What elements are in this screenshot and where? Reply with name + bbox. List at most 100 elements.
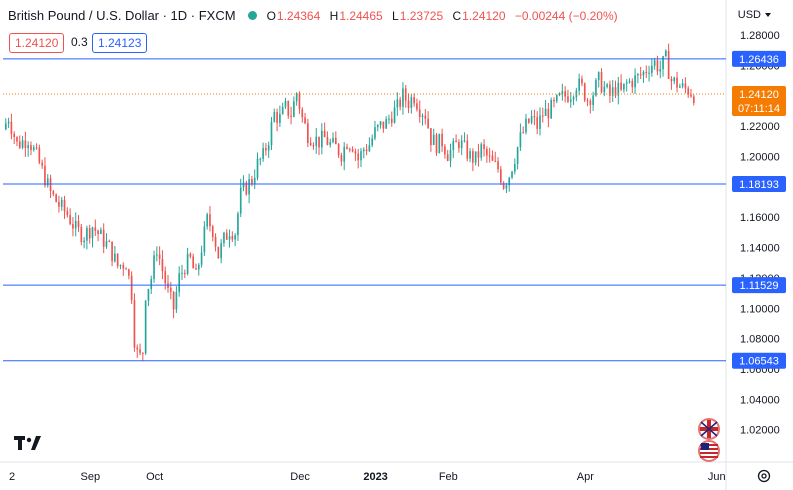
candle-body	[611, 87, 614, 96]
candle-body	[376, 125, 379, 128]
candle-body	[46, 178, 49, 186]
candle-body	[390, 118, 393, 123]
buy-button[interactable]: 1.24123	[92, 33, 148, 53]
candle-body	[273, 112, 276, 122]
candle-body	[637, 74, 639, 76]
candle-body	[256, 158, 259, 178]
candle-body	[539, 115, 541, 129]
candle-body	[513, 163, 516, 172]
candle-body	[206, 214, 209, 227]
x-tick-label: Feb	[439, 471, 458, 483]
candle-body	[581, 78, 583, 84]
currency-dropdown[interactable]: USD	[738, 9, 771, 21]
candle-body	[346, 146, 348, 149]
candle-body	[30, 145, 32, 151]
candle-body	[172, 291, 175, 310]
candle-body	[315, 136, 318, 146]
candle-body	[94, 227, 97, 231]
candle-body	[572, 97, 575, 100]
candle-body	[684, 83, 687, 89]
candle-body	[4, 123, 7, 130]
y-tick-label: 1.14000	[740, 243, 780, 255]
candle-body	[544, 108, 547, 116]
candle-body	[438, 133, 441, 154]
candle-body	[555, 95, 558, 102]
candle-body	[586, 100, 589, 102]
candle-body	[192, 256, 195, 269]
candle-body	[502, 182, 505, 189]
candle-body	[455, 140, 457, 143]
candle-body	[494, 160, 497, 162]
x-tick-label: 2	[9, 471, 15, 483]
x-tick-label: Jun	[708, 471, 726, 483]
candle-body	[452, 140, 455, 151]
candle-body	[673, 77, 676, 82]
candle-body	[267, 145, 270, 151]
open-value: 1.24364	[276, 8, 321, 23]
candle-body	[402, 88, 404, 107]
candle-body	[488, 155, 491, 157]
level-price-label: 1.26436	[739, 54, 779, 66]
level-price-tag	[732, 352, 786, 369]
candle-body	[287, 100, 290, 116]
candle-body	[27, 145, 30, 149]
candle-body	[676, 77, 678, 88]
candle-body	[472, 151, 474, 163]
settings-gear-icon[interactable]	[756, 468, 772, 489]
candle-body	[533, 116, 536, 118]
candle-body	[371, 138, 374, 146]
ohlc-values: O1.24364 H1.24465 L1.23725 C1.24120 −0.0…	[267, 9, 624, 23]
candle-body	[150, 279, 153, 290]
candle-body	[609, 84, 611, 96]
candle-body	[195, 268, 197, 270]
candle-body	[614, 87, 617, 96]
candle-body	[220, 243, 222, 259]
level-price-tag	[732, 175, 786, 192]
candle-body	[670, 78, 673, 82]
candle-body	[656, 60, 659, 72]
candle-body	[239, 187, 242, 214]
candle-body	[97, 230, 99, 234]
candle-body	[343, 146, 346, 162]
candle-body	[648, 72, 650, 74]
candle-body	[175, 292, 178, 310]
candle-body	[69, 215, 71, 225]
level-price-label: 1.18193	[739, 179, 779, 191]
candle-body	[228, 236, 231, 240]
sell-button[interactable]: 1.24120	[9, 33, 65, 53]
candle-body	[161, 258, 164, 272]
candle-body	[449, 150, 452, 161]
candle-body	[536, 117, 539, 129]
candle-body	[687, 88, 690, 95]
candle-body	[329, 142, 332, 145]
candle-body	[603, 86, 606, 93]
candle-body	[44, 165, 46, 186]
candle-body	[298, 93, 301, 110]
chart-header: British Pound / U.S. Dollar · 1D · FXCM …	[8, 8, 624, 23]
bar-countdown-label: 07:11:14	[738, 103, 780, 115]
candle-body	[41, 162, 43, 166]
candle-body	[597, 72, 600, 80]
candle-body	[639, 74, 642, 76]
candle-body	[653, 60, 656, 66]
candle-body	[7, 121, 10, 124]
candle-body	[251, 179, 253, 184]
candle-body	[678, 86, 681, 88]
candle-body	[365, 149, 368, 152]
candle-body	[237, 213, 239, 236]
uk-flag-icon	[698, 418, 720, 440]
y-tick-label: 1.22000	[740, 121, 780, 133]
candle-body	[60, 199, 63, 207]
candle-body	[681, 83, 684, 87]
candle-body	[362, 149, 365, 152]
candle-body	[164, 271, 167, 284]
candle-body	[600, 72, 603, 93]
candle-body	[119, 264, 122, 266]
candle-body	[38, 147, 41, 163]
candle-body	[63, 199, 66, 212]
tradingview-logo-icon[interactable]	[14, 436, 42, 457]
symbol-title[interactable]: British Pound / U.S. Dollar · 1D · FXCM	[8, 8, 236, 23]
candle-body	[625, 82, 628, 84]
candle-body	[307, 123, 309, 143]
